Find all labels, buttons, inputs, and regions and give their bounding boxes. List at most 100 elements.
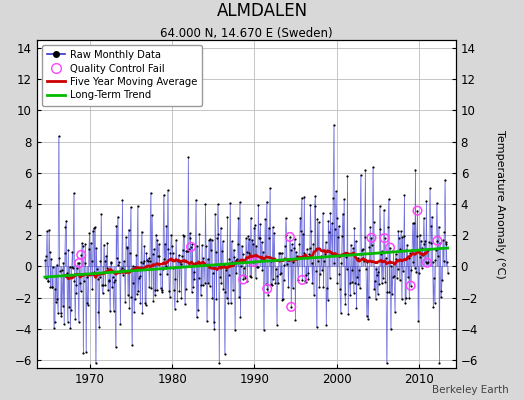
Point: [278, 297, 287, 304]
Point: [107, 260, 116, 266]
Point: [409, 259, 418, 266]
Point: [190, 276, 199, 282]
Point: [300, 194, 309, 200]
Point: [172, 237, 180, 243]
Point: [310, 292, 318, 298]
Point: [83, 300, 92, 306]
Point: [48, 284, 57, 290]
Point: [305, 250, 313, 257]
Point: [345, 251, 353, 258]
Point: [290, 244, 298, 251]
Point: [439, 258, 447, 264]
Point: [99, 282, 107, 288]
Point: [407, 282, 415, 289]
Point: [205, 283, 214, 290]
Point: [372, 265, 380, 272]
Point: [421, 238, 429, 244]
Point: [65, 304, 73, 310]
Point: [175, 288, 183, 294]
Point: [177, 295, 185, 301]
Point: [116, 320, 125, 327]
Point: [75, 260, 83, 266]
Point: [145, 284, 154, 290]
Point: [292, 249, 300, 256]
Point: [234, 214, 243, 221]
Point: [380, 235, 389, 241]
Point: [334, 223, 343, 230]
Point: [57, 310, 65, 316]
Point: [247, 215, 255, 221]
Point: [374, 290, 382, 297]
Point: [90, 269, 99, 276]
Point: [303, 270, 312, 276]
Point: [217, 280, 225, 286]
Point: [407, 267, 416, 273]
Point: [409, 220, 417, 226]
Point: [212, 296, 221, 302]
Text: ALMDALEN: ALMDALEN: [216, 2, 308, 20]
Point: [121, 267, 129, 274]
Point: [94, 276, 102, 283]
Point: [106, 308, 114, 314]
Point: [347, 278, 356, 285]
Point: [405, 295, 413, 302]
Point: [117, 267, 125, 274]
Point: [223, 214, 232, 220]
Point: [224, 300, 232, 306]
Point: [223, 295, 231, 301]
Point: [133, 202, 141, 209]
Point: [263, 198, 271, 205]
Point: [212, 249, 220, 256]
Point: [339, 210, 347, 217]
Point: [123, 244, 132, 250]
Point: [357, 250, 365, 257]
Point: [307, 228, 315, 234]
Point: [95, 324, 103, 330]
Point: [86, 270, 94, 277]
Point: [113, 255, 121, 262]
Point: [394, 228, 402, 234]
Point: [328, 220, 336, 226]
Point: [350, 225, 358, 232]
Point: [288, 285, 297, 292]
Point: [385, 289, 394, 296]
Point: [380, 235, 389, 241]
Point: [369, 219, 378, 226]
Point: [128, 263, 137, 269]
Point: [140, 243, 149, 249]
Point: [328, 251, 336, 258]
Point: [282, 232, 291, 238]
Point: [191, 260, 199, 266]
Point: [276, 250, 284, 256]
Point: [108, 274, 117, 280]
Point: [126, 249, 134, 256]
Point: [294, 277, 302, 284]
Point: [115, 268, 124, 275]
Point: [161, 263, 170, 270]
Point: [241, 272, 249, 279]
Point: [316, 271, 324, 277]
Point: [397, 228, 405, 234]
Point: [375, 281, 383, 287]
Point: [156, 271, 165, 277]
Point: [85, 230, 94, 236]
Point: [351, 280, 359, 286]
Point: [247, 274, 256, 280]
Point: [433, 238, 442, 244]
Point: [205, 237, 213, 243]
Point: [336, 286, 344, 292]
Point: [413, 208, 422, 214]
Point: [280, 262, 289, 269]
Point: [194, 307, 202, 313]
Point: [115, 259, 123, 266]
Point: [418, 265, 426, 271]
Point: [441, 241, 450, 248]
Point: [403, 274, 412, 280]
Point: [237, 263, 245, 270]
Point: [341, 291, 349, 298]
Point: [124, 226, 133, 233]
Point: [316, 254, 325, 260]
Point: [135, 274, 143, 281]
Point: [381, 255, 390, 262]
Point: [56, 268, 64, 275]
